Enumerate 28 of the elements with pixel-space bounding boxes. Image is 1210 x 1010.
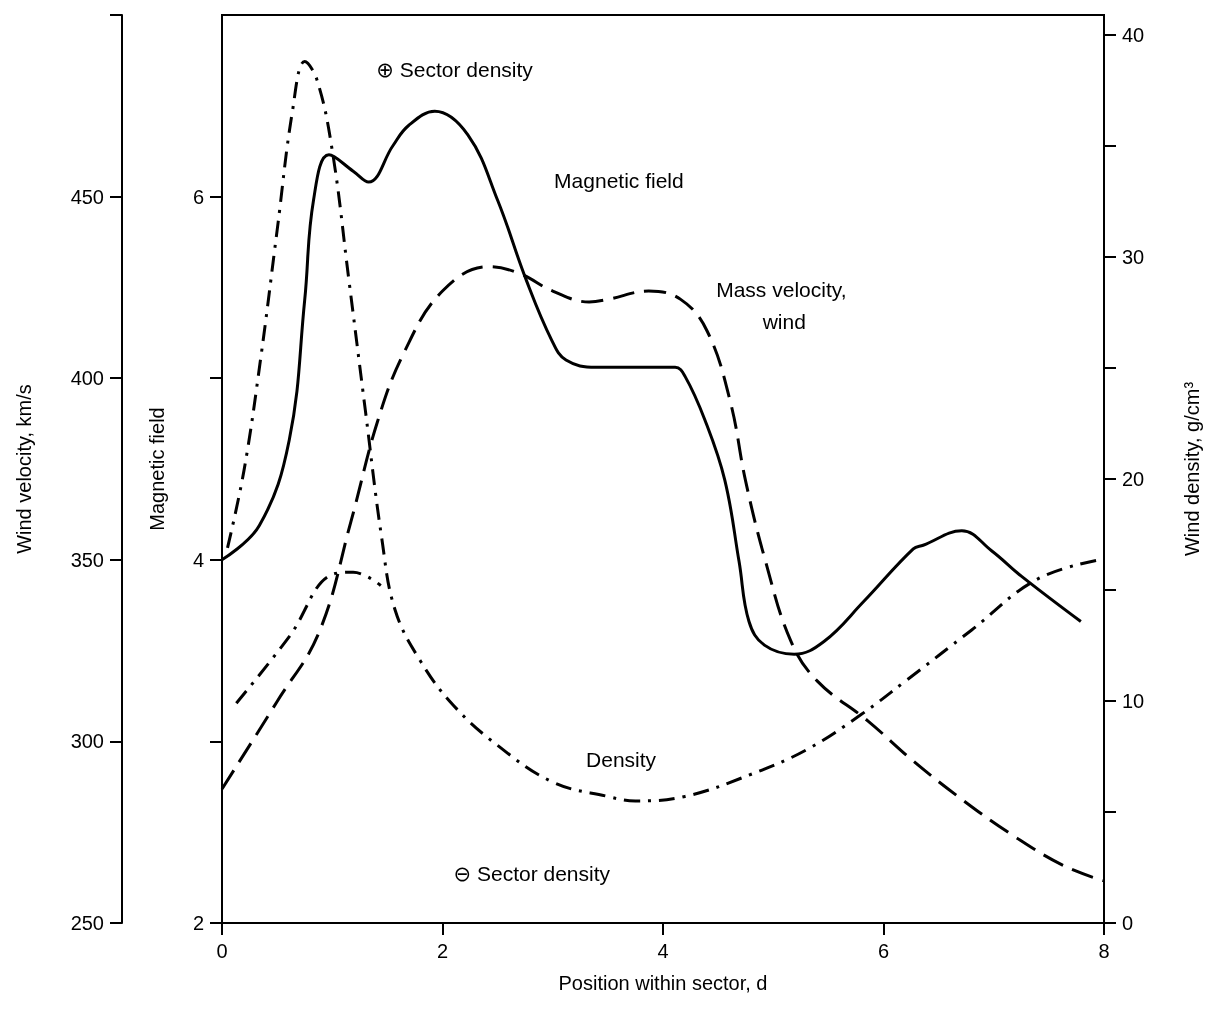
x-tick-label: 4: [657, 940, 669, 962]
y3-tick-label: 300: [70, 730, 104, 753]
x-axis-title: Position within sector, d: [558, 972, 768, 994]
text: Magnetic field: [554, 168, 684, 192]
y3-axis-title: Wind velocity, km/s: [13, 384, 35, 554]
y3-tick-label: 250: [70, 912, 104, 934]
y-tick-label: 2: [192, 912, 204, 934]
x-tick-label: 0: [216, 940, 228, 962]
y2-tick-label: 40: [1122, 23, 1145, 46]
y-tick-label: 4: [192, 548, 204, 571]
series-label: Density: [586, 748, 657, 772]
annotation: ⊖ Sector density: [453, 862, 611, 886]
y2-tick-label: 20: [1122, 467, 1145, 490]
annotation: ⊕ Sector density: [376, 57, 534, 81]
y3-tick-label: 450: [70, 185, 104, 208]
y2-tick-label: 30: [1122, 245, 1145, 268]
y-tick-label: 6: [192, 185, 204, 208]
y-axis-title: Magnetic field: [146, 407, 168, 531]
x-tick-label: 8: [1098, 940, 1110, 962]
y2-tick-label: 0: [1122, 912, 1134, 934]
x-tick-label: 6: [877, 940, 890, 962]
y3-tick-label: 350: [70, 548, 104, 571]
series-label: Mass velocity, wind: [716, 278, 853, 334]
y2-tick-label: 10: [1122, 690, 1145, 712]
x-tick-label: 2: [436, 940, 449, 962]
y3-tick-label: 400: [70, 367, 104, 390]
line-series: [234, 570, 383, 705]
y2-axis-title: Wind density, g/cm³: [1181, 381, 1203, 557]
